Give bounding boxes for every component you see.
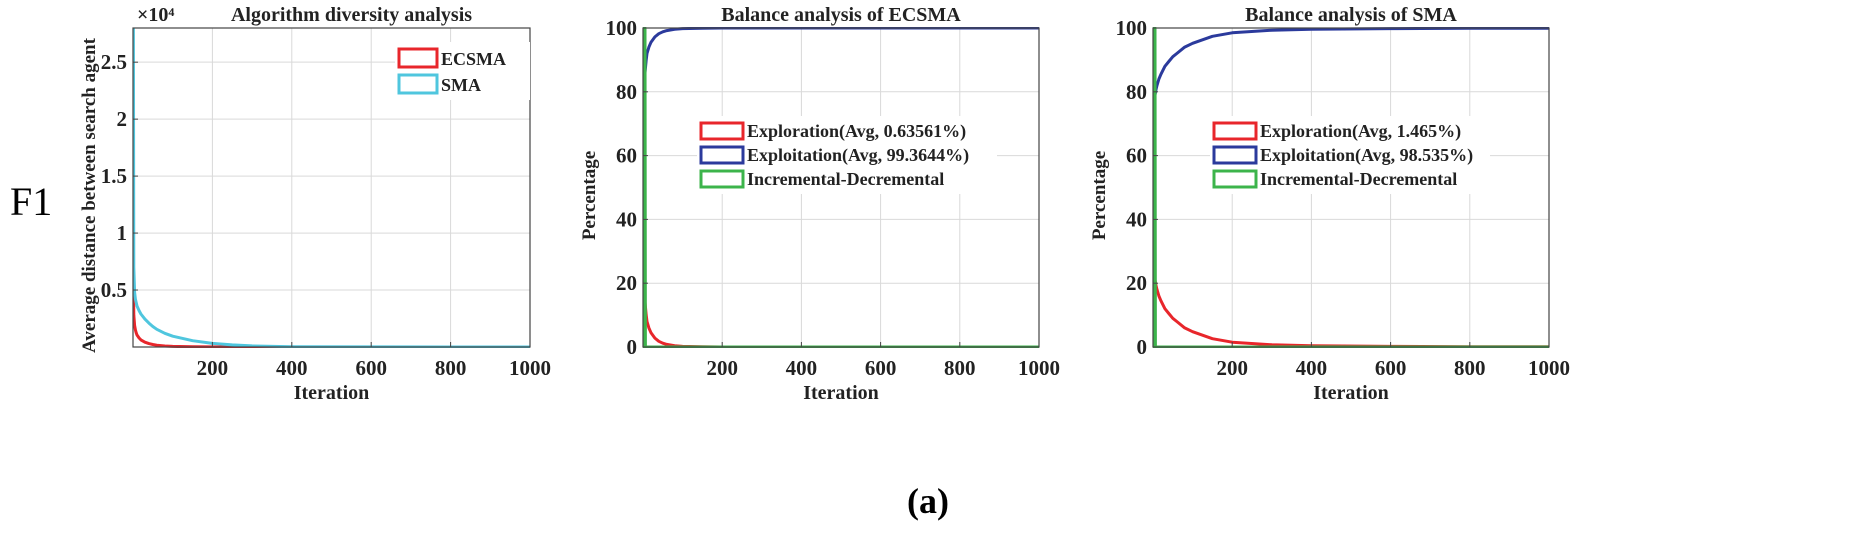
y-tick-label: 2 <box>117 107 128 131</box>
axes-box <box>132 27 531 348</box>
legend-entry: Exploitation(Avg, 99.3644%) <box>747 145 969 166</box>
x-tick-label: 400 <box>1296 356 1328 380</box>
chart-title: Balance analysis of SMA <box>1245 4 1457 26</box>
legend-entry: SMA <box>441 75 481 95</box>
chart-title: Algorithm diversity analysis <box>231 4 472 26</box>
x-tick-label: 200 <box>197 356 229 380</box>
chart-2: 200 400 600 800 1000 0 20 40 60 80 100 Balance anal… <box>579 4 1060 404</box>
y-tick-label: 80 <box>616 80 637 104</box>
series-line-2 <box>133 27 530 348</box>
legend-swatch <box>699 145 745 165</box>
legend-swatch <box>1212 169 1258 189</box>
chart-title: Balance analysis of ECSMA <box>721 4 961 26</box>
x-tick-label: 800 <box>944 356 976 380</box>
x-tick-label: 400 <box>786 356 818 380</box>
y-axis-label: Average distance between search agent <box>79 37 100 353</box>
x-tick-label: 600 <box>355 356 387 380</box>
x-tick-label: 1000 <box>509 356 551 380</box>
legend-swatch <box>1212 121 1258 141</box>
y-exponent-label: ×10⁴ <box>137 4 174 26</box>
y-tick-label: 100 <box>1116 16 1148 40</box>
y-tick-label: 2.5 <box>101 50 127 74</box>
x-tick-label: 600 <box>1375 356 1407 380</box>
y-tick-label: 0 <box>627 335 638 359</box>
y-tick-label: 0 <box>1137 335 1148 359</box>
x-tick-label: 800 <box>1454 356 1486 380</box>
x-axis-label: Iteration <box>294 382 370 404</box>
y-tick-label: 60 <box>616 144 637 168</box>
y-tick-label: 60 <box>1126 144 1147 168</box>
legend-swatch <box>699 121 745 141</box>
y-tick-label: 100 <box>606 16 638 40</box>
legend: Exploration(Avg, 0.63561%) Exploitation(A… <box>697 116 997 194</box>
x-tick-label: 1000 <box>1528 356 1570 380</box>
y-tick-label: 1.5 <box>101 164 127 188</box>
function-label: F1 <box>10 179 53 224</box>
y-tick-label: 0.5 <box>101 278 127 302</box>
legend-entry: Exploration(Avg, 0.63561%) <box>747 121 966 142</box>
y-tick-label: 20 <box>616 271 637 295</box>
legend-swatch <box>397 73 439 95</box>
legend-box <box>395 42 530 100</box>
legend-entry: Exploration(Avg, 1.465%) <box>1260 121 1461 142</box>
legend-entry: Incremental-Decremental <box>1260 169 1457 189</box>
legend: ECSMA SMA <box>395 42 530 100</box>
y-axis-label: Percentage <box>579 151 600 240</box>
y-tick-label: 80 <box>1126 80 1147 104</box>
y-tick-label: 20 <box>1126 271 1147 295</box>
x-tick-label: 800 <box>435 356 467 380</box>
chart-1: 200 400 600 800 1000 0.5 1 1.5 2 2.5 ×10⁴ Algorithm… <box>79 4 551 404</box>
legend-box <box>697 116 997 194</box>
chart-3: 200 400 600 800 1000 0 20 40 60 80 100 Balance anal… <box>1089 4 1570 404</box>
x-axis-label: Iteration <box>1313 382 1389 404</box>
panel-label: (a) <box>907 481 949 521</box>
x-tick-label: 1000 <box>1018 356 1060 380</box>
axes-box <box>642 27 1040 348</box>
x-tick-label: 200 <box>1216 356 1248 380</box>
legend-swatch <box>397 47 439 69</box>
legend-swatch <box>1212 145 1258 165</box>
y-tick-label: 1 <box>117 221 128 245</box>
legend-swatch <box>699 169 745 189</box>
y-axis-label: Percentage <box>1089 151 1110 240</box>
y-tick-label: 40 <box>616 207 637 231</box>
y-tick-label: 40 <box>1126 207 1147 231</box>
axes-box <box>1152 27 1550 348</box>
legend-entry: Incremental-Decremental <box>747 169 944 189</box>
legend-entry: ECSMA <box>441 49 506 69</box>
legend-entry: Exploitation(Avg, 98.535%) <box>1260 145 1473 166</box>
x-tick-label: 400 <box>276 356 308 380</box>
x-tick-label: 600 <box>865 356 897 380</box>
x-axis-label: Iteration <box>803 382 879 404</box>
x-tick-label: 200 <box>706 356 738 380</box>
legend: Exploration(Avg, 1.465%) Exploitation(Avg… <box>1210 116 1490 194</box>
